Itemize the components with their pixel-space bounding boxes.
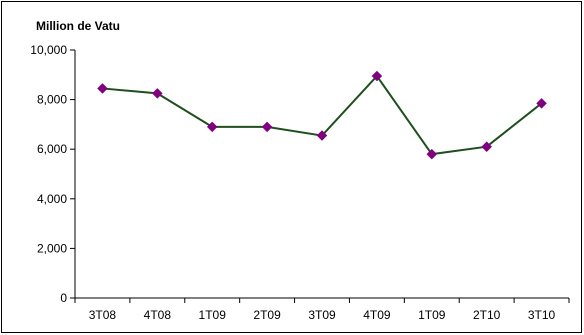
x-tick-label: 3T10 [528, 308, 556, 322]
x-tick-label: 3T09 [308, 308, 336, 322]
x-tick-label: 2T09 [253, 308, 281, 322]
y-tick-label: 10,000 [30, 43, 67, 57]
data-point-marker [97, 83, 108, 94]
series-line [102, 74, 543, 156]
series-layer [97, 70, 547, 160]
data-point-marker [151, 88, 163, 99]
x-tick-label: 1T09 [418, 308, 446, 322]
chart-axes [74, 50, 569, 299]
y-axis-ticks: 0 2,000 4,000 6,000 8,000 10,000 [30, 43, 75, 305]
y-tick-label: 6,000 [37, 142, 67, 156]
x-tick-label: 1T09 [199, 308, 227, 322]
data-point-marker [426, 148, 438, 160]
y-axis-title: Million de Vatu [36, 19, 120, 33]
y-tick-label: 2,000 [37, 241, 67, 255]
data-point-marker [536, 97, 547, 109]
data-point-marker [206, 121, 218, 133]
x-tick-label: 2T10 [473, 308, 501, 322]
y-tick-label: 4,000 [37, 192, 67, 206]
data-point-marker [261, 121, 273, 133]
y-tick-label: 8,000 [37, 93, 67, 107]
x-tick-label: 4T09 [363, 308, 391, 322]
x-tick-label: 4T08 [144, 308, 172, 322]
data-point-marker [481, 141, 493, 153]
y-tick-label: 0 [60, 291, 67, 305]
x-tick-label: 3T08 [89, 308, 117, 322]
data-point-marker [371, 70, 383, 82]
x-axis-ticks: 3T08 4T08 1T09 2T09 3T09 4T09 1T09 2T10 3T10 [74, 298, 570, 322]
data-point-marker [316, 130, 328, 141]
